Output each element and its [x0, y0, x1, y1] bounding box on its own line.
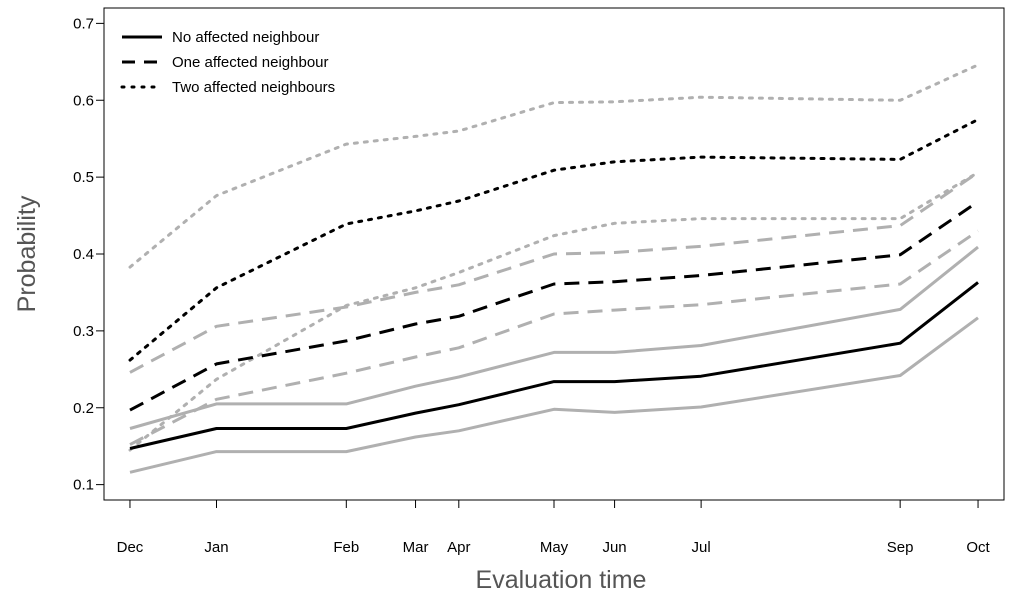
x-tick-label: Jul [692, 539, 711, 556]
legend-label: One affected neighbour [172, 54, 329, 71]
x-tick-label: Sep [887, 539, 914, 556]
y-tick-label: 0.4 [73, 246, 94, 263]
series-line-0-solid-estimate [129, 281, 979, 450]
x-axis-title: Evaluation time [476, 566, 647, 594]
series-line-8-dotted-bound [128, 63, 980, 269]
series-line-5-dashed-bound [129, 171, 979, 374]
axes-group: 0.1 0.2 0.3 0.4 0.5 0.6 0.7 Dec Jan Feb Mar Apr May J… [73, 7, 1005, 556]
series-line-7-dotted-bound [128, 171, 980, 452]
y-tick-label: 0.3 [73, 323, 94, 340]
legend-label: Two affected neighbours [172, 79, 335, 96]
x-tick-label: Mar [403, 539, 429, 556]
y-tick-label: 0.2 [73, 400, 94, 417]
y-tick-label: 0.5 [73, 169, 94, 186]
legend: No affected neighbour One affected neighb… [120, 29, 335, 96]
series-line-6-dotted-estimate [128, 118, 980, 362]
series-line-3-dashed-estimate [129, 200, 979, 412]
x-tick-label: Apr [447, 539, 470, 556]
series-line-4-dashed-bound [129, 229, 979, 446]
x-tick-label: Jun [602, 539, 626, 556]
series-group [128, 63, 980, 474]
x-tick-label: Feb [333, 539, 359, 556]
series-line-2-solid-bound [129, 245, 979, 430]
x-tick-label: Dec [117, 539, 144, 556]
x-tick-label: Jan [204, 539, 228, 556]
legend-label: No affected neighbour [172, 29, 319, 46]
x-tick-label: May [540, 539, 569, 556]
y-tick-label: 0.1 [73, 477, 94, 494]
x-tick-label: Oct [966, 539, 990, 556]
y-tick-label: 0.6 [73, 92, 94, 109]
y-tick-label: 0.7 [73, 15, 94, 32]
y-axis-title: Probability [13, 195, 41, 312]
series-line-1-solid-bound [129, 316, 979, 474]
